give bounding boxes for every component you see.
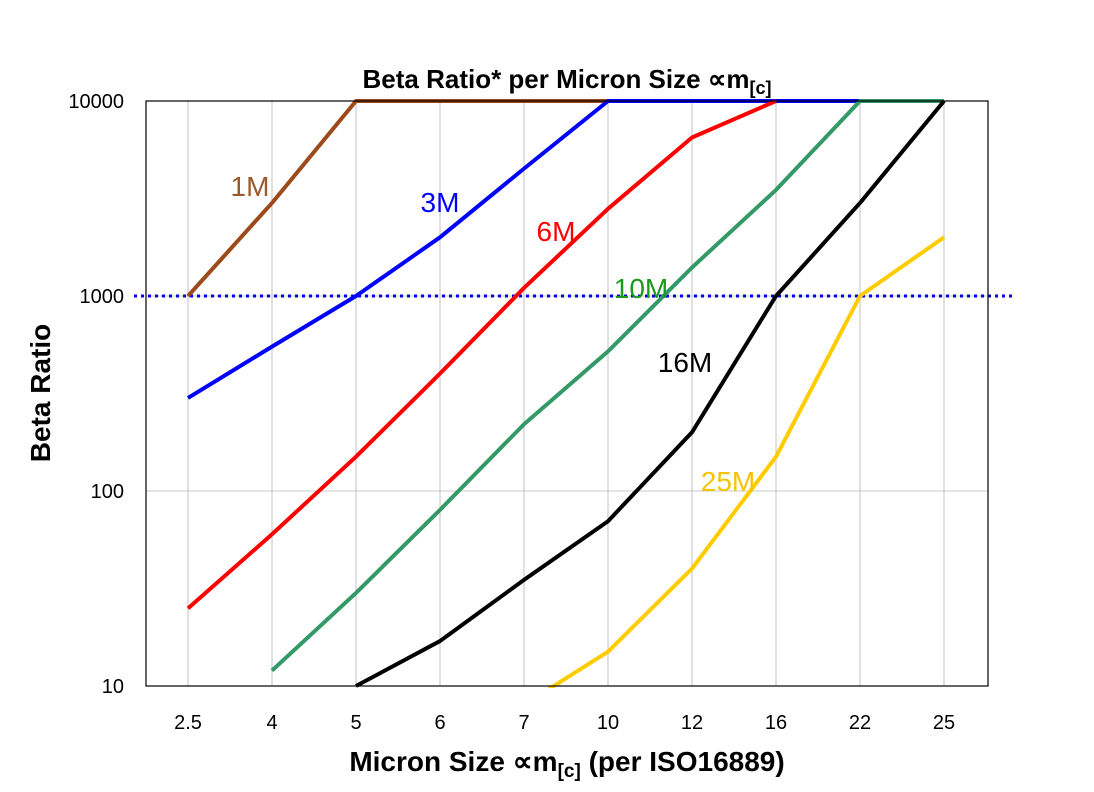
x-tick-label: 6 (434, 712, 445, 734)
series-label-1M: 1M (231, 171, 270, 202)
series-lines (186, 99, 946, 688)
y-axis-title: Beta Ratio (25, 324, 56, 462)
x-tick-label: 25 (933, 712, 955, 734)
chart-title: Beta Ratio* per Micron Size ∝m[c] (363, 64, 772, 98)
x-tick-label: 22 (849, 712, 871, 734)
y-tick-labels: 10 100 1000 10000 (68, 91, 124, 698)
y-tick-label: 100 (91, 481, 124, 503)
x-tick-label: 2.5 (174, 712, 202, 734)
grid (146, 100, 988, 687)
x-tick-label: 5 (350, 712, 361, 734)
series-line-6M (186, 99, 777, 610)
series-labels: 1M 3M 6M 10M 16M 25M (231, 171, 756, 497)
x-tick-labels: 2.5 4 5 6 7 10 12 16 22 25 (174, 712, 955, 734)
x-tick-label: 7 (518, 712, 529, 734)
y-tick-label: 10 (102, 676, 124, 698)
x-tick-label: 12 (681, 712, 703, 734)
x-tick-label: 16 (765, 712, 787, 734)
x-tick-label: 4 (266, 712, 277, 734)
series-label-25M: 25M (701, 466, 755, 497)
x-axis-title: Micron Size ∝m[c] (per ISO16889) (349, 746, 784, 782)
series-line-10M (270, 99, 944, 673)
series-label-10M: 10M (614, 273, 668, 304)
series-label-6M: 6M (537, 216, 576, 247)
y-tick-label: 10000 (68, 91, 124, 113)
series-label-3M: 3M (421, 187, 460, 218)
series-label-16M: 16M (658, 347, 712, 378)
plot-frame (145, 100, 989, 687)
series-line-25M (546, 235, 946, 688)
series-line-16M (355, 99, 946, 688)
y-tick-label: 1000 (80, 286, 125, 308)
x-tick-label: 10 (597, 712, 619, 734)
